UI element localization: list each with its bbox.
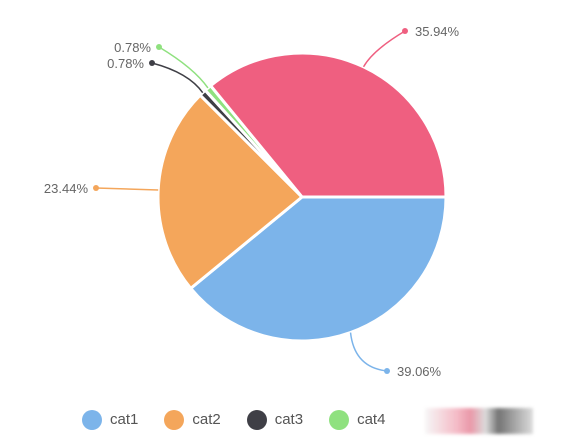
- chart-legend: cat1 cat2 cat3 cat4: [82, 410, 411, 430]
- legend-label: cat2: [192, 411, 221, 428]
- data-label-cat5: 35.94%: [415, 24, 460, 39]
- legend-item-cat3[interactable]: cat3: [246, 410, 304, 430]
- label-dot-cat5: [402, 28, 408, 34]
- label-dot-cat2: [93, 185, 99, 191]
- data-label-cat1: 39.06%: [397, 364, 442, 379]
- label-dot-cat3: [149, 60, 155, 66]
- pie-slice-cat1[interactable]: [188, 195, 448, 343]
- legend-item-cat2[interactable]: cat2: [164, 410, 221, 430]
- legend-item-cat4[interactable]: cat4: [329, 410, 385, 430]
- label-line-cat4: [158, 46, 209, 89]
- label-line-cat3: [151, 62, 204, 94]
- legend-item-cat1[interactable]: cat1: [82, 410, 138, 430]
- legend-label: cat4: [357, 411, 386, 428]
- label-line-cat5: [362, 30, 406, 68]
- legend-swatch: [164, 410, 185, 430]
- legend-swatch: [246, 410, 267, 430]
- label-dot-cat4: [156, 44, 162, 50]
- label-line-cat1: [349, 332, 388, 372]
- legend-label: cat1: [110, 411, 139, 428]
- data-label-cat4: 0.78%: [114, 40, 151, 55]
- data-label-cat3: 0.78%: [107, 56, 144, 71]
- legend-swatch: [82, 410, 102, 430]
- legend-swatch: [329, 410, 350, 430]
- label-line-cat2: [95, 187, 159, 191]
- pie-slice-cat5[interactable]: [208, 51, 448, 199]
- legend-label: cat3: [274, 411, 304, 428]
- label-dot-cat1: [384, 368, 390, 374]
- pie-slice-cat2[interactable]: [156, 93, 305, 291]
- blurred-watermark: [425, 408, 533, 434]
- data-label-cat2: 23.44%: [44, 181, 89, 196]
